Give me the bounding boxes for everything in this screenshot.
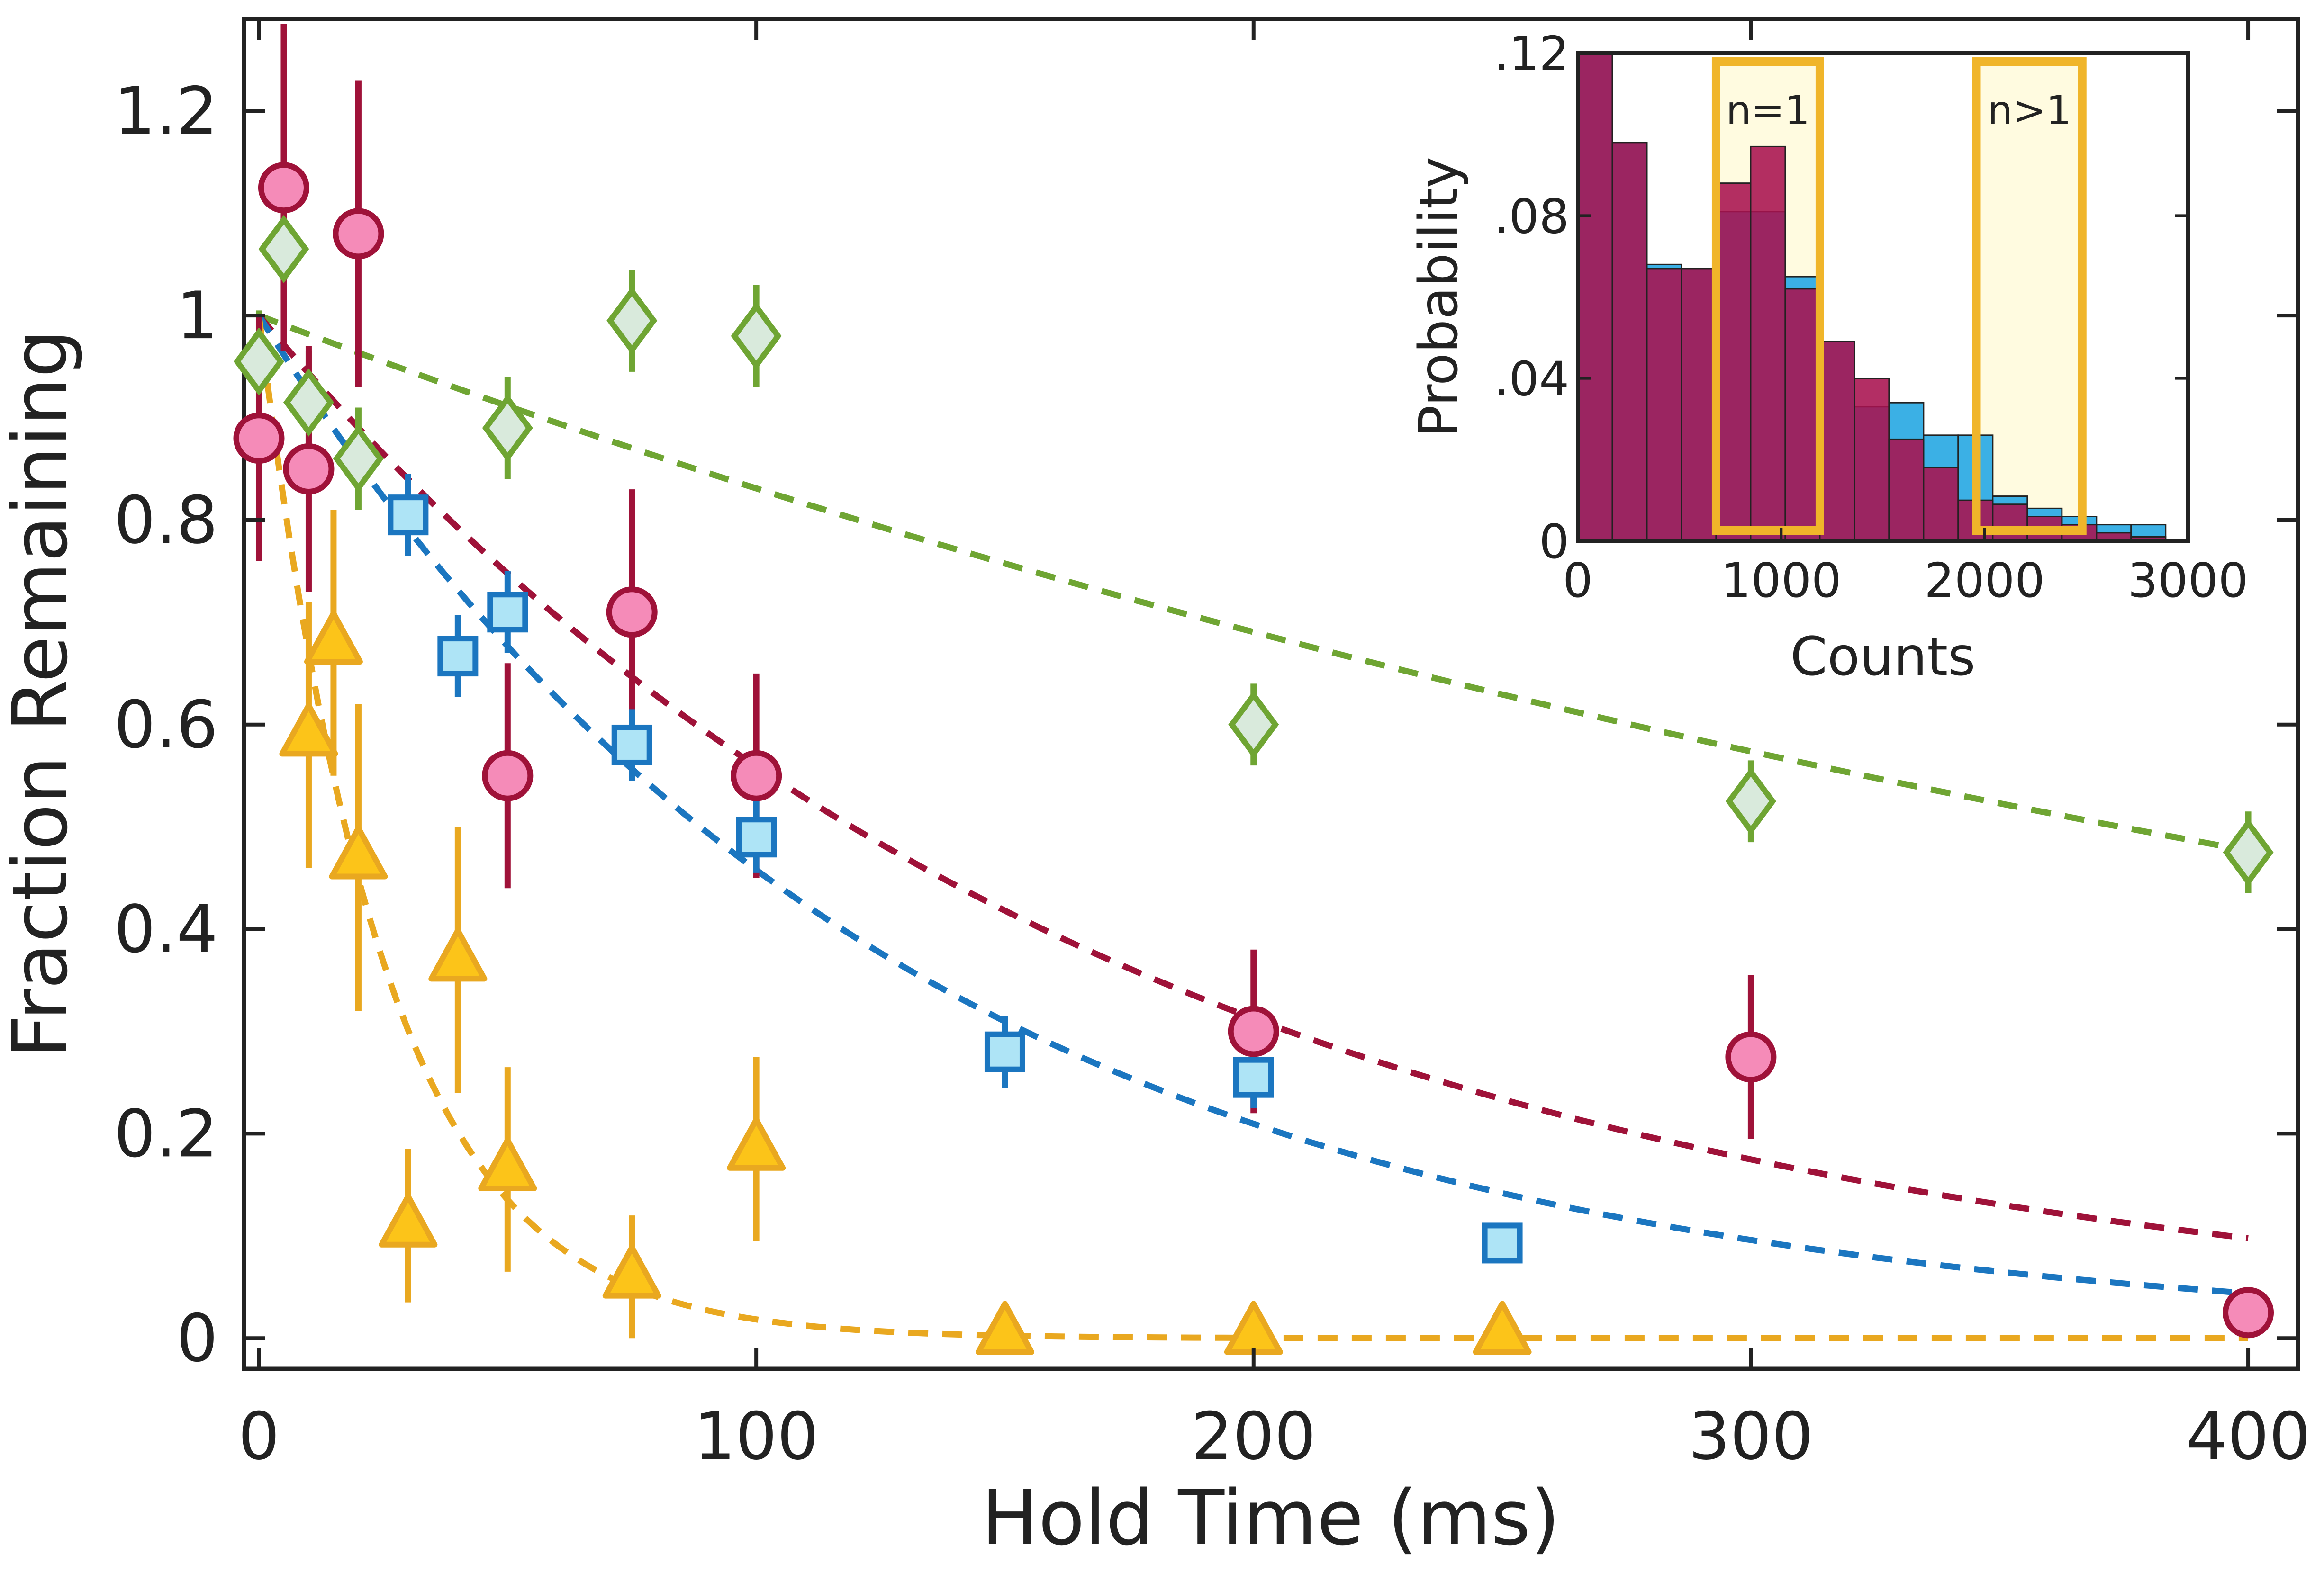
data-point-triangle	[304, 611, 363, 665]
y-tick-label-0.6: 0.6	[114, 687, 218, 763]
histogram-bar-red	[1646, 268, 1682, 542]
inset-x-tick-label-2000: 2000	[1924, 553, 2045, 608]
highlight-region-outline	[1972, 57, 2087, 535]
x-tick-label-300: 300	[1689, 1398, 1813, 1474]
data-point-triangle	[329, 825, 388, 880]
main-plot-frame	[242, 17, 2300, 1371]
histogram-bar-red	[1854, 378, 1890, 542]
y-tick-label-0: 0	[176, 1300, 218, 1376]
data-point-diamond	[1725, 767, 1776, 836]
data-point-diamond	[234, 327, 284, 396]
data-point-triangle	[602, 1244, 661, 1299]
data-point-triangle	[379, 1193, 438, 1248]
inset-plot-frame	[1576, 51, 2190, 543]
x-tick-label-0: 0	[238, 1398, 280, 1474]
data-point-circle	[333, 208, 384, 260]
histogram-bar-red	[1715, 182, 1752, 542]
fit-curve	[256, 314, 2249, 1296]
data-point-triangle	[428, 927, 488, 982]
y-tick-label-1.2: 1.2	[114, 73, 218, 149]
inset-y-tick-label-0: 0	[1539, 514, 1569, 569]
inset-axis-ticks	[1576, 52, 2189, 542]
data-point-circle	[283, 443, 335, 494]
data-point-circle	[1228, 1006, 1279, 1057]
histogram-bar-red	[1681, 268, 1717, 542]
data-point-diamond	[606, 286, 658, 355]
data-point-square	[437, 636, 479, 677]
inset-y-tick-label-.04: .04	[1494, 351, 1569, 407]
histogram-bar-red	[1577, 52, 1613, 542]
inset-x-axis-label: Counts	[1790, 626, 1976, 688]
inset-x-tick-label-3000: 3000	[2128, 553, 2249, 608]
x-tick-label-100: 100	[694, 1398, 818, 1474]
data-point-diamond	[2223, 818, 2274, 887]
y-tick-label-1: 1	[176, 278, 218, 354]
data-point-diamond	[258, 215, 309, 283]
data-point-triangle	[1473, 1301, 1532, 1355]
n-greater-than-1-label: n>1	[1988, 87, 2071, 134]
histogram-bar-red	[1992, 503, 2028, 542]
data-point-square	[1233, 1057, 1274, 1098]
data-point-circle	[258, 162, 309, 214]
data-point-diamond	[731, 302, 782, 370]
data-point-square	[736, 817, 777, 858]
data-point-diamond	[283, 368, 334, 437]
data-point-circle	[482, 750, 534, 801]
data-point-triangle	[727, 1116, 786, 1171]
data-point-square	[1482, 1222, 1523, 1264]
inset-y-tick-label-.12: .12	[1494, 26, 1569, 81]
main-markers	[233, 162, 2274, 1355]
histogram-bar-red	[1750, 145, 1786, 542]
data-point-triangle	[279, 702, 338, 757]
y-tick-label-0.2: 0.2	[114, 1096, 218, 1172]
n-equals-1-label: n=1	[1726, 87, 1810, 134]
data-point-circle	[2223, 1287, 2274, 1339]
histogram-bar-red	[1611, 142, 1648, 542]
data-point-circle	[233, 413, 285, 464]
inset-y-axis-label: Probability	[1408, 157, 1470, 437]
x-tick-label-200: 200	[1191, 1398, 1316, 1474]
data-point-square	[388, 494, 429, 536]
data-point-triangle	[478, 1137, 537, 1191]
y-axis-label: Fraction Remaining	[0, 329, 84, 1058]
data-point-square	[487, 592, 528, 633]
inset-x-tick-label-1000: 1000	[1721, 553, 1842, 608]
x-axis-label: Hold Time (ms)	[981, 1474, 1560, 1562]
data-point-square	[611, 724, 652, 765]
inset-x-tick-label-0: 0	[1563, 553, 1593, 608]
data-point-diamond	[1228, 690, 1279, 759]
data-point-square	[984, 1031, 1025, 1072]
data-point-circle	[1725, 1031, 1777, 1083]
histogram-bar-red	[1819, 341, 1855, 542]
inset-histogram: n=1 n>1 0 1000 2000 3000 0 .04 .08 .12 C…	[1408, 26, 2248, 688]
y-tick-label-0.4: 0.4	[114, 891, 218, 968]
inset-y-tick-label-.08: .08	[1494, 189, 1569, 244]
main-axis-ticks	[244, 19, 2298, 1369]
highlight-region-fill	[1976, 62, 2082, 530]
main-chart: 0 100 200 300 400 0 0.2 0.4 0.6 0.8 1 1.…	[0, 17, 2311, 1562]
data-point-circle	[606, 586, 658, 638]
data-point-circle	[731, 750, 782, 801]
x-tick-label-400: 400	[2186, 1398, 2310, 1474]
inset-highlight-outlines	[1711, 57, 2087, 535]
y-tick-label-0.8: 0.8	[114, 482, 218, 558]
histogram-bar-red	[1923, 467, 1959, 542]
data-point-triangle	[975, 1301, 1034, 1355]
highlight-region-outline	[1711, 57, 1824, 535]
histogram-bar-red	[1888, 438, 1925, 542]
data-point-diamond	[482, 394, 533, 462]
data-point-diamond	[333, 424, 384, 493]
histogram-bar-red	[1784, 288, 1821, 542]
fit-curve	[258, 313, 2249, 854]
